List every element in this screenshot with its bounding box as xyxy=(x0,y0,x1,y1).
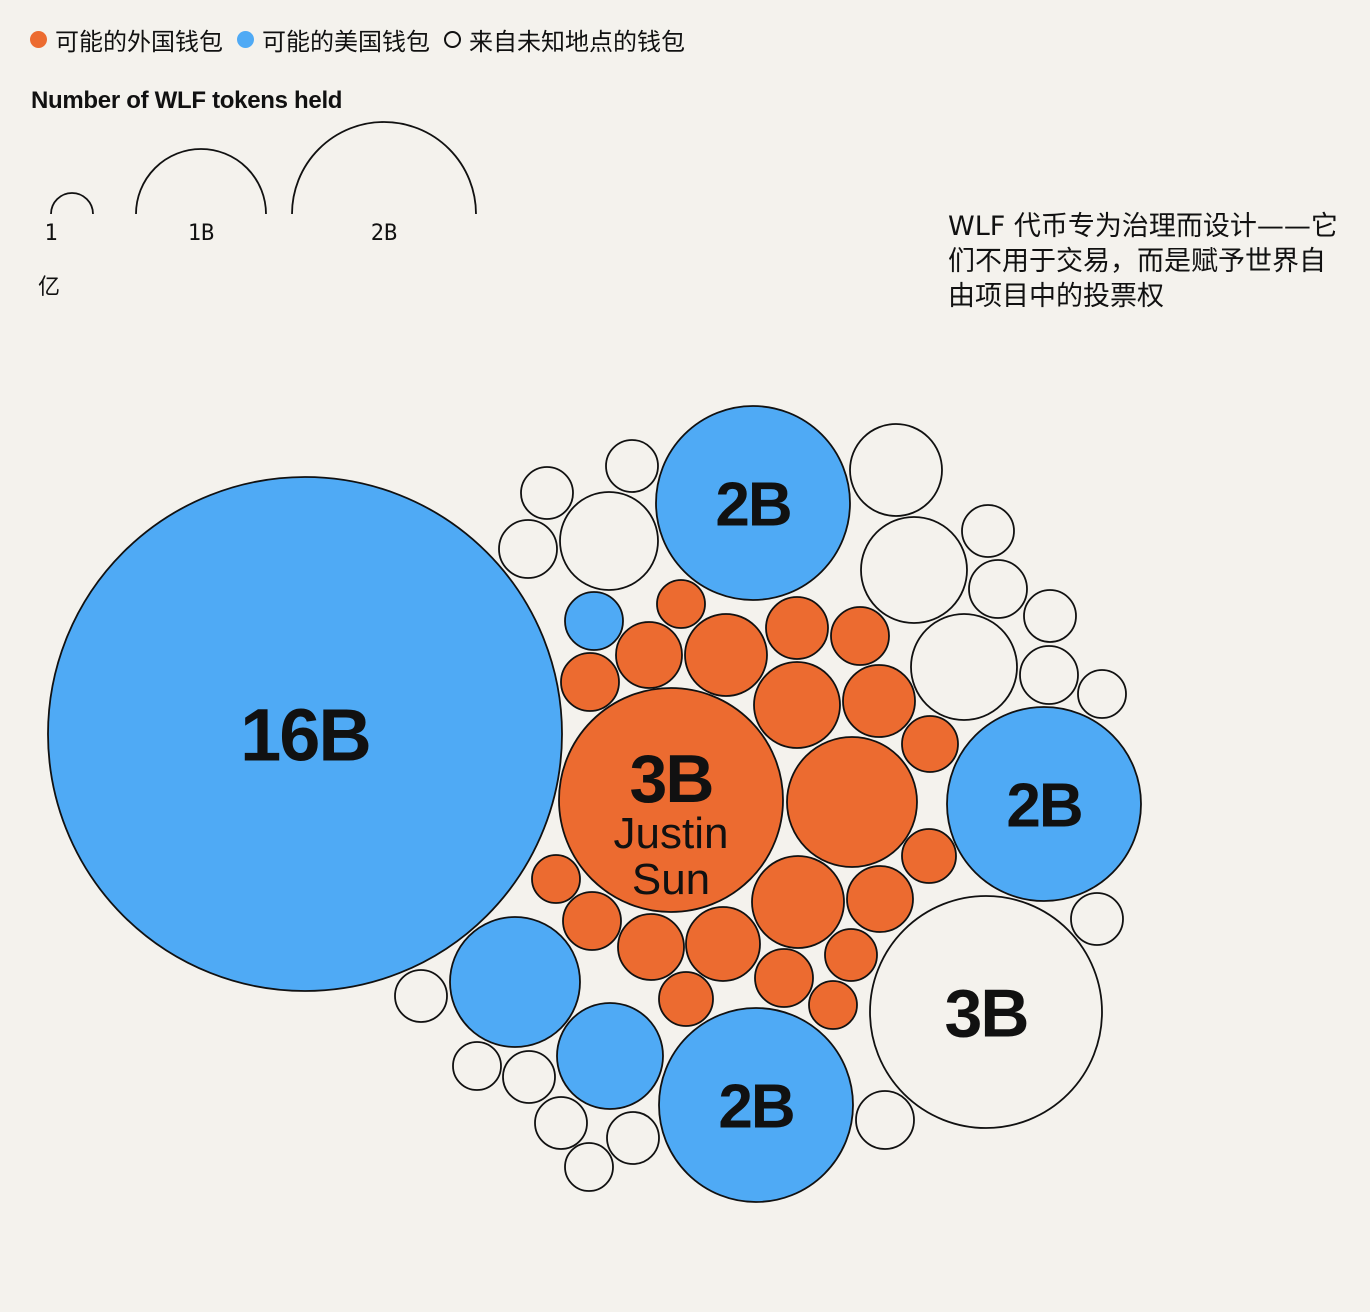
bubble-unknown xyxy=(910,613,1018,721)
legend-swatch-foreign xyxy=(30,31,47,48)
bubble-foreign xyxy=(560,652,620,712)
bubble-unknown xyxy=(452,1041,502,1091)
size-key-arc-2b xyxy=(291,121,477,215)
bubble-unknown xyxy=(1019,645,1079,705)
bubble-unknown xyxy=(534,1096,588,1150)
bubble-unknown xyxy=(855,1090,915,1150)
bubble-us xyxy=(556,1002,664,1110)
bubble-value-label: 2B xyxy=(715,470,790,539)
bubble-foreign xyxy=(808,980,858,1030)
bubble-unknown-labeled xyxy=(869,895,1103,1129)
bubble-foreign xyxy=(901,828,957,884)
bubble-unknown xyxy=(606,1111,660,1165)
bubble-foreign xyxy=(846,865,914,933)
bubble-unknown xyxy=(520,466,574,520)
bubble-unknown xyxy=(564,1142,614,1192)
bubble-unknown xyxy=(968,559,1028,619)
legend-label-foreign: 可能的外国钱包 xyxy=(55,28,223,56)
size-key-arc-1b xyxy=(135,148,267,215)
bubble-unknown xyxy=(394,969,448,1023)
bubble-foreign xyxy=(786,736,918,868)
legend: 可能的外国钱包 可能的美国钱包 来自未知地点的钱包 xyxy=(30,22,699,57)
bubble-value-label: 2B xyxy=(718,1072,793,1141)
bubble-foreign xyxy=(685,906,761,982)
bubble-holder-name: Justin xyxy=(614,809,729,858)
legend-item-unknown: 来自未知地点的钱包 xyxy=(444,22,685,57)
bubble-us xyxy=(449,916,581,1048)
bubble-foreign xyxy=(901,715,959,773)
bubble-unknown xyxy=(605,439,659,493)
bubble-foreign xyxy=(753,661,841,749)
legend-label-us: 可能的美国钱包 xyxy=(262,28,430,56)
bubble-value-label: 2B xyxy=(1006,771,1081,840)
bubble-value-label: 3B xyxy=(945,975,1028,1051)
bubble-foreign xyxy=(658,971,714,1027)
bubble-us-labeled xyxy=(658,1007,854,1203)
bubble-foreign-labeled xyxy=(558,687,784,913)
bubble-unknown xyxy=(1023,589,1077,643)
bubble-foreign xyxy=(531,854,581,904)
annotation-note: WLF 代币专为治理而设计——它们不用于交易，而是赋予世界自由项目中的投票权 xyxy=(948,211,1338,312)
bubble-unknown xyxy=(559,491,659,591)
bubble-foreign xyxy=(830,606,890,666)
bubble-foreign xyxy=(751,855,845,949)
legend-label-unknown: 来自未知地点的钱包 xyxy=(469,28,685,56)
size-key: 1 亿 1B 2B xyxy=(38,121,477,300)
bubble-foreign xyxy=(562,891,622,951)
legend-swatch-us xyxy=(237,31,254,48)
size-key-title: Number of WLF tokens held xyxy=(31,87,343,114)
bubble-us-labeled xyxy=(655,405,851,601)
bubble-unknown xyxy=(1077,669,1127,719)
bubble-unknown xyxy=(849,423,943,517)
bubble-unknown xyxy=(1070,892,1124,946)
bubble-foreign xyxy=(615,621,683,689)
bubble-us-labeled xyxy=(946,706,1142,902)
bubble-foreign xyxy=(754,948,814,1008)
bubble-unknown xyxy=(860,516,968,624)
bubble-unknown xyxy=(498,519,558,579)
bubble-foreign xyxy=(617,913,685,981)
bubble-unknown xyxy=(502,1050,556,1104)
bubble-unknown xyxy=(961,504,1015,558)
bubble-us xyxy=(564,591,624,651)
bubble-value-label: 16B xyxy=(240,694,370,777)
size-key-arc-1 xyxy=(50,192,94,215)
bubble-foreign xyxy=(656,579,706,629)
bubble-foreign xyxy=(684,613,768,697)
size-key-label-1b: 1B xyxy=(188,221,215,246)
bubble-value-label: 3B xyxy=(630,741,713,817)
size-key-label-1: 1 xyxy=(44,221,57,246)
bubble-us-labeled xyxy=(47,476,563,992)
bubble-foreign xyxy=(765,596,829,660)
legend-item-foreign: 可能的外国钱包 xyxy=(30,22,223,57)
bubble-foreign xyxy=(842,664,916,738)
legend-item-us: 可能的美国钱包 xyxy=(237,22,430,57)
size-key-label-2b: 2B xyxy=(371,221,398,246)
bubble-holder-name: Sun xyxy=(632,855,710,904)
legend-swatch-unknown xyxy=(444,31,461,48)
bubble-foreign xyxy=(824,928,878,982)
size-key-unit-1: 亿 xyxy=(38,275,60,300)
